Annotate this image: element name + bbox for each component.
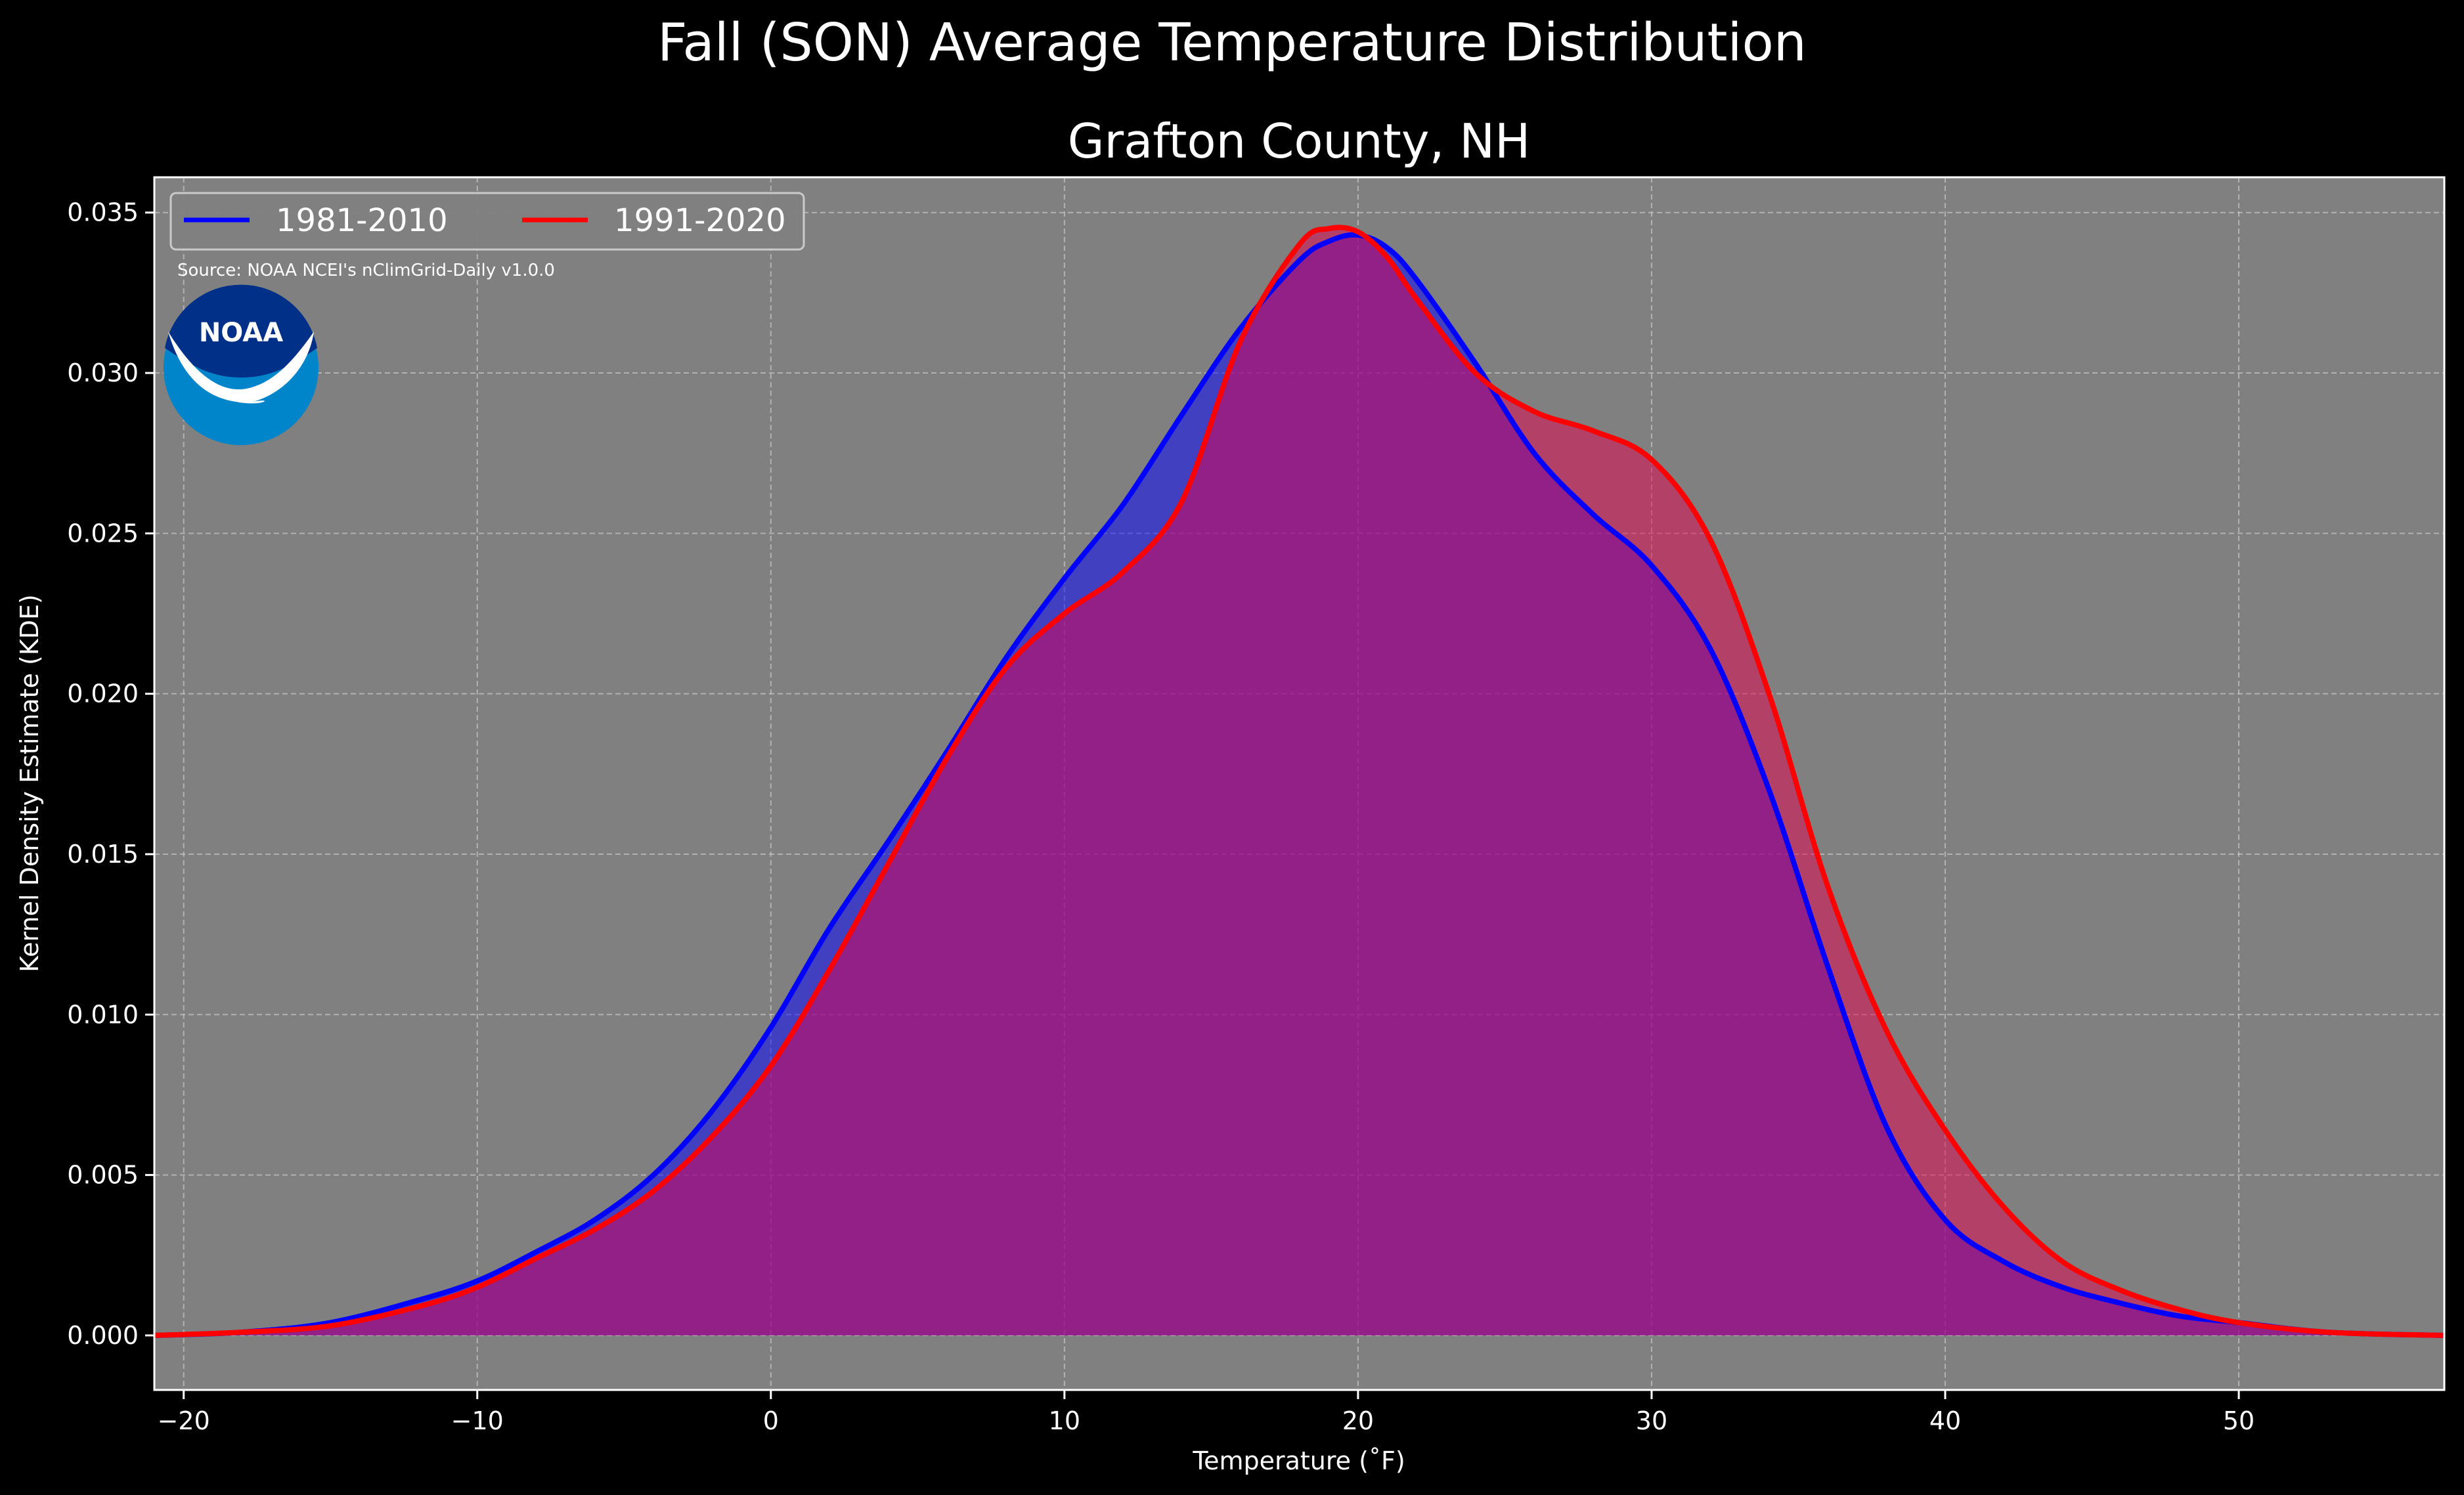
- plot-frame: [153, 176, 2446, 1391]
- x-tick-label: 30: [1636, 1406, 1667, 1435]
- x-tick-label: 50: [2223, 1406, 2255, 1435]
- series-line-1981-2010: [154, 232, 2445, 1338]
- y-tick-label: 0.030: [67, 358, 139, 387]
- legend: 1981-2010 1991-2020: [169, 192, 805, 251]
- chart-suptitle: Fall (SON) Average Temperature Distribut…: [657, 12, 1807, 73]
- series-areas: [154, 227, 2444, 1335]
- legend-box: [169, 192, 805, 251]
- x-tick-label: 0: [763, 1406, 779, 1435]
- x-axis-label: Temperature (˚F): [1192, 1446, 1405, 1475]
- source-annotation: Source: NOAA NCEI's nClimGrid-Daily v1.0…: [177, 261, 555, 280]
- y-axis-ticks: 0.000 0.005 0.010 0.015 0.020 0.025 0.030 0.035: [67, 198, 154, 1350]
- y-axis-label: Kernel Density Estimate (KDE): [15, 594, 44, 972]
- y-tick-label: 0.005: [67, 1161, 139, 1190]
- x-tick-label: −10: [451, 1406, 504, 1435]
- x-tick-label: −20: [158, 1406, 210, 1435]
- series-line-1991-2020: [154, 225, 2445, 1338]
- y-tick-label: 0.015: [67, 840, 139, 869]
- noaa-logo-icon: NOAA: [164, 284, 319, 445]
- series-lines: [154, 225, 2445, 1338]
- y-tick-label: 0.025: [67, 519, 139, 548]
- x-tick-label: 20: [1342, 1406, 1374, 1435]
- y-tick-label: 0.000: [67, 1321, 139, 1350]
- chart-title: Grafton County, NH: [1068, 114, 1531, 169]
- x-tick-label: 40: [1929, 1406, 1961, 1435]
- x-axis-ticks: −20 −10 0 10 20 30 40 50: [158, 1390, 2255, 1435]
- legend-label-1991-2020: 1991-2020: [614, 202, 786, 239]
- x-tick-label: 10: [1049, 1406, 1080, 1435]
- noaa-logo-text: NOAA: [199, 318, 283, 348]
- y-tick-label: 0.010: [67, 1000, 139, 1029]
- y-tick-label: 0.035: [67, 198, 139, 227]
- legend-label-1981-2010: 1981-2010: [276, 202, 448, 239]
- series-area-1991-2020: [154, 227, 2444, 1335]
- y-tick-label: 0.020: [67, 680, 139, 708]
